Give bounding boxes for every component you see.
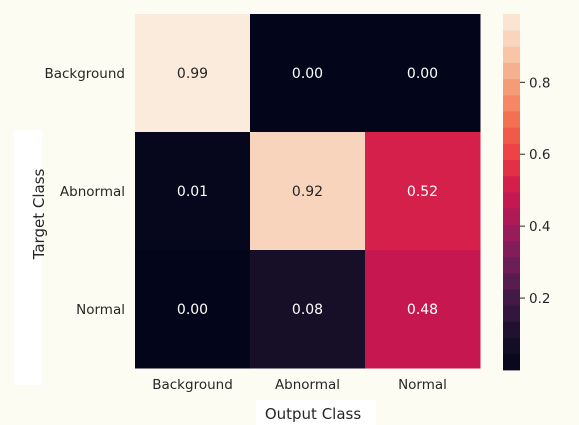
colorbar-band <box>503 337 520 355</box>
colorbar-band <box>503 127 520 144</box>
cell-value-label: 0.48 <box>407 302 438 318</box>
cell-value-label: 0.08 <box>292 302 323 318</box>
cell-value-label: 0.99 <box>177 66 208 82</box>
colorbar-band <box>503 111 520 128</box>
colorbar-tick-label: 0.8 <box>529 75 550 91</box>
heatmap-cell <box>135 14 251 133</box>
heatmap-cell <box>250 132 366 251</box>
colorbar-band <box>503 272 520 290</box>
heatmap-cell <box>250 250 366 369</box>
cell-value-label: 0.00 <box>407 66 438 82</box>
heatmap-cell <box>250 14 366 133</box>
colorbar-band <box>503 94 520 112</box>
colorbar-band <box>503 14 520 31</box>
cell-value-label: 0.92 <box>292 184 323 200</box>
heatmap-cell <box>365 250 481 369</box>
colorbar-band <box>503 78 520 96</box>
heatmap-cell <box>365 14 481 133</box>
colorbar-tick-label: 0.4 <box>529 219 550 235</box>
heatmap-cell <box>135 250 251 369</box>
colorbar-tick-label: 0.6 <box>529 147 550 163</box>
y-tick-label: Abnormal <box>60 184 125 200</box>
cell-value-label: 0.52 <box>407 184 438 200</box>
colorbar-band <box>503 256 520 274</box>
cell-value-label: 0.01 <box>177 184 208 200</box>
colorbar <box>503 14 520 371</box>
colorbar-band <box>503 208 520 225</box>
y-tick-label: Normal <box>76 302 125 318</box>
colorbar-band <box>503 46 520 63</box>
colorbar-band <box>503 353 520 371</box>
colorbar-band <box>503 224 520 241</box>
heatmap-cells <box>135 14 481 369</box>
heatmap-cell <box>365 132 481 251</box>
y-axis-title: Target Class <box>30 168 48 260</box>
cell-value-label: 0.00 <box>177 302 208 318</box>
colorbar-band <box>503 62 520 80</box>
heatmap-cell <box>135 132 251 251</box>
colorbar-ticks: 0.2 0.4 0.6 0.8 <box>520 75 550 307</box>
colorbar-band <box>503 143 520 161</box>
colorbar-band <box>503 159 520 177</box>
x-tick-label: Abnormal <box>275 377 340 393</box>
colorbar-band <box>503 305 520 322</box>
y-tick-labels: Background Abnormal Normal <box>44 66 125 318</box>
colorbar-band <box>503 30 520 47</box>
colorbar-band <box>503 192 520 209</box>
colorbar-band <box>503 240 520 258</box>
colorbar-tick-label: 0.2 <box>529 291 550 307</box>
cell-value-label: 0.00 <box>292 66 323 82</box>
colorbar-band <box>503 289 520 306</box>
ylabel-backdrop <box>14 130 42 385</box>
x-tick-labels: Background Abnormal Normal <box>152 377 447 393</box>
colorbar-band <box>503 321 520 339</box>
x-tick-label: Background <box>152 377 233 393</box>
colorbar-band <box>503 175 520 193</box>
x-axis-title: Output Class <box>265 405 362 423</box>
cell-annotations: 0.99 0.00 0.00 0.01 0.92 0.52 0.00 0.08 0.48 <box>177 66 438 318</box>
x-tick-label: Normal <box>398 377 447 393</box>
xlabel-backdrop <box>256 400 376 425</box>
y-tick-label: Background <box>44 66 125 82</box>
